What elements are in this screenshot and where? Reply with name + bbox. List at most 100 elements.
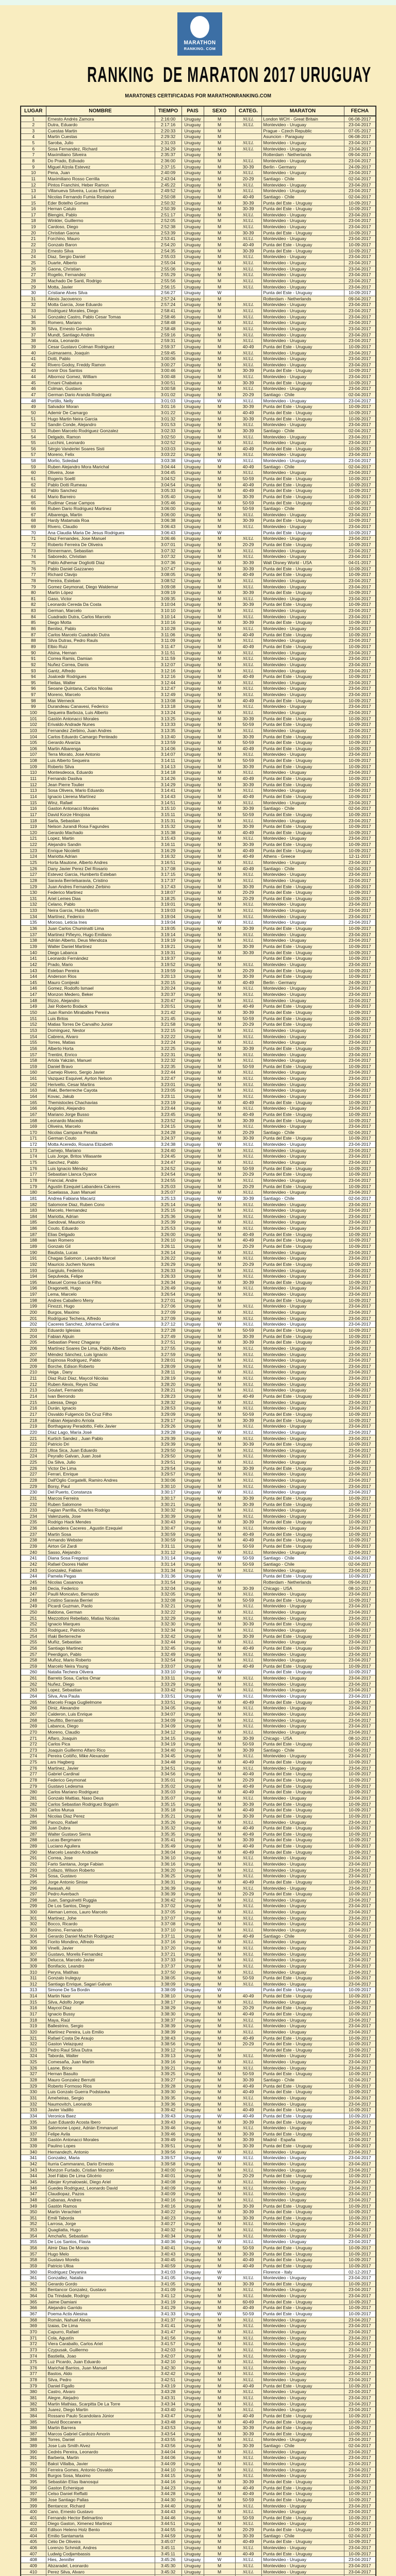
cell-sexo: M [203, 1291, 236, 1298]
cell-lugar: 240 [20, 1549, 46, 1556]
cell-sexo: W [203, 1195, 236, 1202]
table-row: 284 Nicolas Diaz Perez 3:35:21 Uruguay M 30-3… [20, 1812, 376, 1820]
cell-tiempo: 3:01:02 [154, 391, 182, 398]
table-row: 89 Elbio Ruiz 3:11:47 Uruguay M 40-49 Punta de… [20, 643, 376, 650]
cell-nombre: Juan, Sanguinetti Ruggia [45, 1896, 155, 1904]
cell-lugar: 334 [20, 2112, 46, 2120]
cell-nombre: Marcelo Neira Young [45, 1663, 155, 1670]
cell-nombre: Mundt, Santiago Andres [45, 331, 155, 338]
cell-tiempo: 3:27:12 [154, 1321, 182, 1328]
cell-sexo: M [203, 259, 236, 266]
table-row: 347 Claudiopaz, Pazos 3:40:09 Uruguay M NULL M… [20, 2191, 376, 2197]
cell-sexo: M [203, 1579, 236, 1586]
cell-tiempo: 3:38:09 [154, 1987, 182, 1994]
cell-maraton: Punta del Este - Uruguay [261, 2430, 344, 2437]
cell-fecha: 10-09-2017 [343, 631, 376, 638]
cell-lugar: 282 [20, 1801, 46, 1808]
table-row: 304 Gerardo Daniel Machin Rodriguez 3:37:1… [20, 1933, 376, 1940]
cell-pais: Uruguay [181, 2412, 204, 2419]
table-row: 55 Lucchini, Leonardo 3:02:52 Uruguay M NULL M… [20, 439, 376, 446]
cell-tiempo: 3:37:05 [154, 1909, 182, 1916]
cell-nombre: Espinosa Rodriguez, Pablo [45, 1357, 155, 1364]
cell-fecha: 10-09-2017 [343, 775, 376, 782]
cell-sexo: W [203, 1321, 236, 1328]
cell-maraton: Montevideo - Uruguay [261, 667, 344, 674]
cell-maraton: Montevideo - Uruguay [261, 259, 344, 266]
cell-lugar: 297 [20, 1891, 46, 1897]
cell-lugar: 320 [20, 2028, 46, 2036]
cell-maraton: Montevideo - Uruguay [261, 1291, 344, 1298]
cell-categ: 30-39 [235, 1417, 262, 1424]
cell-tiempo: 3:10:28 [154, 625, 182, 632]
cell-nombre: Calderon, Luis Enrique [45, 1710, 155, 1718]
table-row: 144 Anderson Rios 3:20:13 Uruguay M 30-39 Punt… [20, 973, 376, 980]
table-row: 38 Arata, Leonardo 2:59:31 Uruguay M NULL Mont… [20, 337, 376, 344]
cell-sexo: M [203, 1231, 236, 1238]
cell-maraton: Montevideo - Uruguay [261, 1075, 344, 1082]
cell-pais: Uruguay [181, 2202, 204, 2210]
cell-fecha: 06-08-2017 [343, 115, 376, 123]
cell-sexo: M [203, 1267, 236, 1274]
cell-maraton: Montevideo - Uruguay [261, 272, 344, 278]
table-row: 312 Santiago Enrique, Sagari Galvan 3:38:0… [20, 1980, 376, 1988]
cell-tiempo: 2:57:24 [154, 295, 182, 302]
cell-lugar: 344 [20, 2173, 46, 2179]
cell-nombre: Fleitas, Walter [45, 679, 155, 686]
cell-nombre: Iñaki Berterreche [45, 1633, 155, 1640]
cell-lugar: 43 [20, 367, 46, 375]
cell-lugar: 246 [20, 1585, 46, 1592]
cell-pais: Uruguay [181, 199, 204, 207]
cell-nombre: Burgos Sosa, Maximo [45, 2472, 155, 2479]
cell-lugar: 211 [20, 1375, 46, 1382]
cell-sexo: M [203, 206, 236, 212]
cell-lugar: 142 [20, 961, 46, 968]
cell-tiempo: 3:25:15 [154, 1207, 182, 1214]
cell-nombre: Maxuel Correa Garcia Filho [45, 1279, 155, 1286]
cell-pais: Uruguay [181, 1201, 204, 1208]
cell-sexo: M [203, 1375, 236, 1382]
cell-tiempo: 3:27:09 [154, 1309, 182, 1316]
cell-pais: Uruguay [181, 379, 204, 386]
cell-maraton: Punta del Este - Uruguay [261, 409, 344, 416]
cell-lugar: 286 [20, 1825, 46, 1832]
cell-lugar: 144 [20, 973, 46, 980]
cell-categ: 30-39 [235, 1495, 262, 1502]
cell-fecha: 02-04-2017 [343, 1129, 376, 1136]
cell-tiempo: 3:41:09 [154, 2286, 182, 2294]
cell-categ: 20-29 [235, 2005, 262, 2011]
cell-pais: Uruguay [181, 1219, 204, 1226]
cell-categ: 50-59 [235, 739, 262, 746]
table-row: 155 Torres, Matias 3:22:24 Uruguay M NULL Mont… [20, 1039, 376, 1046]
cell-maraton: Punta del Este - Uruguay [261, 1987, 344, 1994]
table-row: 69 Rivero, Claudio 3:06:43 Uruguay M NULL Mont… [20, 523, 376, 530]
table-row: 181 Andrea Fabiana Macariz 3:25:13 Uruguay W… [20, 1195, 376, 1202]
cell-sexo: M [203, 907, 236, 914]
cell-tiempo: 3:31:34 [154, 1567, 182, 1574]
cell-nombre: Bocco, Ricardo [45, 1921, 155, 1927]
cell-nombre: Bautista, Lucas [45, 1249, 155, 1256]
cell-pais: Uruguay [181, 1489, 204, 1496]
cell-tiempo: 3:32:08 [154, 1597, 182, 1604]
cell-categ: NULL [235, 385, 262, 392]
cell-tiempo: 3:40:41 [154, 2244, 182, 2251]
cell-nombre: Gerardo Machado [45, 829, 155, 836]
table-row: 292 Farto Santana, Jorge Fabian 3:36:16 Uru… [20, 1860, 376, 1868]
cell-categ: 30-39 [235, 1279, 262, 1286]
cell-categ: 20-29 [235, 1171, 262, 1178]
cell-nombre: Ballestrino, Sergio [45, 2023, 155, 2029]
cell-maraton: Montevideo - Uruguay [261, 337, 344, 344]
cell-categ: 40-49 [235, 2257, 262, 2263]
cell-categ: NULL [235, 1926, 262, 1934]
cell-fecha: 23-04-2017 [343, 2394, 376, 2401]
cell-sexo: M [203, 1507, 236, 1514]
cell-lugar: 238 [20, 1537, 46, 1544]
cell-maraton: Montevideo - Uruguay [261, 1567, 344, 1574]
cell-lugar: 10 [20, 170, 46, 176]
table-row: 251 Mezzottoni Rebellato, Matias Nicolas 3… [20, 1615, 376, 1622]
cell-fecha: 10-09-2017 [343, 2490, 376, 2497]
cell-fecha: 10-09-2017 [343, 2298, 376, 2306]
cell-maraton: Montevideo - Uruguay [261, 523, 344, 530]
cell-tiempo: 3:22:44 [154, 1069, 182, 1076]
cell-sexo: M [203, 2341, 236, 2347]
cell-lugar: 74 [20, 553, 46, 560]
